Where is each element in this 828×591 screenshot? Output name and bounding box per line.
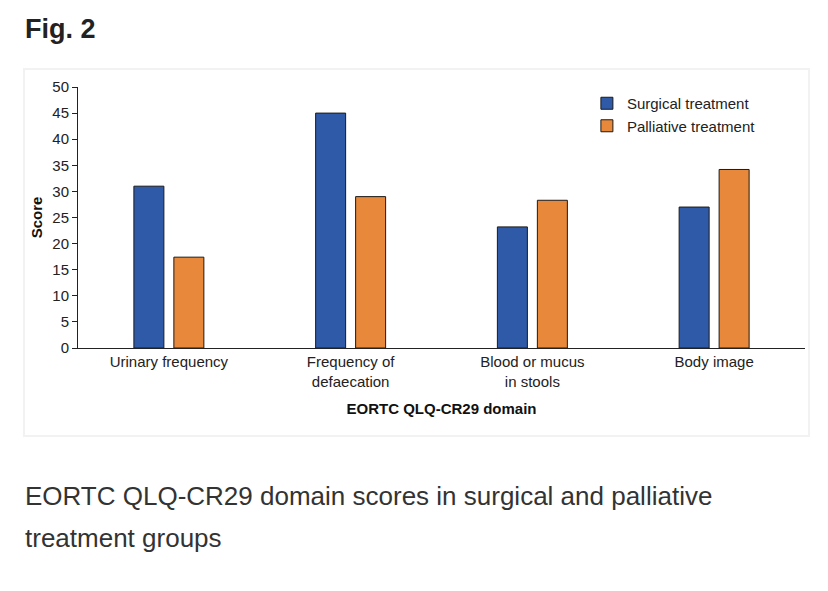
svg-text:45: 45 [52,104,69,121]
html-text:EORTC QLQ-CR29 domain scores i: EORTC QLQ-CR29 domain scores in surgical… [25,481,713,553]
svg-text:Frequency ofdefaecation: Frequency ofdefaecation [307,353,395,390]
svg-text:50: 50 [52,78,69,95]
svg-text:15: 15 [52,261,69,278]
svg-text:Urinary frequency: Urinary frequency [110,353,229,370]
svg-text:25: 25 [52,209,69,226]
svg-text:5: 5 [61,313,69,330]
svg-text:30: 30 [52,183,69,200]
svg-text:Surgical treatment: Surgical treatment [627,95,750,112]
svg-text:EORTC QLQ-CR29 domain: EORTC QLQ-CR29 domain [346,400,536,417]
svg-text:Palliative treatment: Palliative treatment [627,118,755,135]
svg-text:10: 10 [52,287,69,304]
svg-text:0: 0 [61,339,69,356]
svg-text:40: 40 [52,130,69,147]
svg-text:Score: Score [28,197,45,239]
svg-text:20: 20 [52,235,69,252]
svg-text:35: 35 [52,157,69,174]
html-text:Fig. 2: Fig. 2 [25,14,96,44]
svg-text:Blood or mucusin stools: Blood or mucusin stools [480,353,584,390]
svg-text:Body image: Body image [675,353,754,370]
